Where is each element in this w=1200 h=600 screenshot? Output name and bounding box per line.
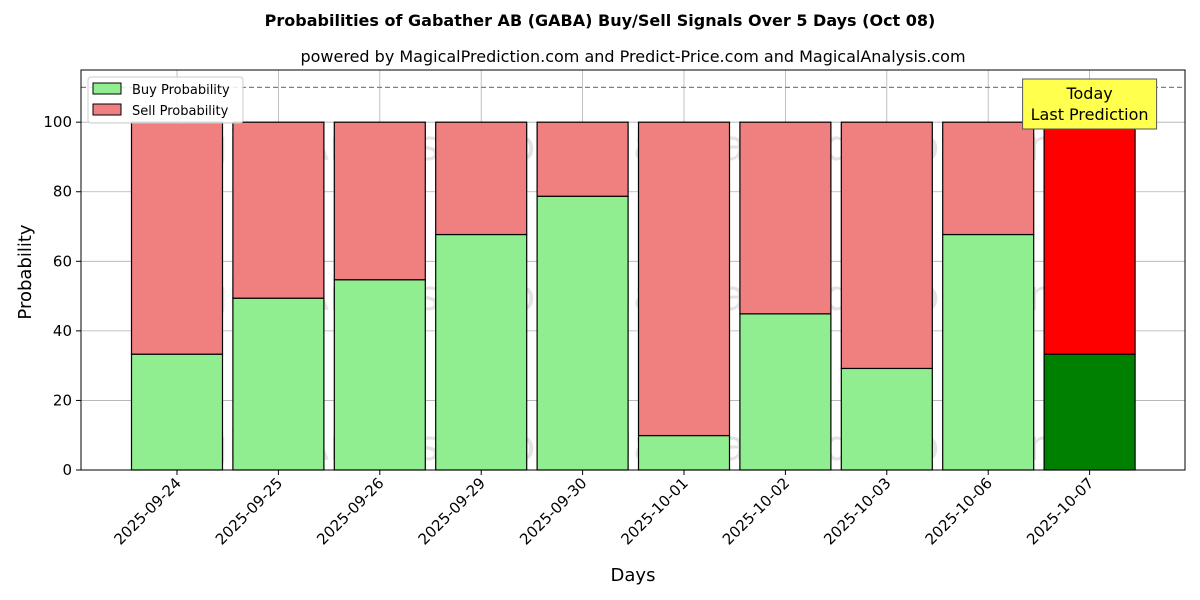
buy-bar: [435, 233, 528, 471]
x-tick-label: 2025-10-01: [617, 474, 691, 548]
sell-bar: [130, 121, 224, 355]
sell-bar: [536, 121, 629, 197]
chart-subtitle: powered by MagicalPrediction.com and Pre…: [300, 47, 965, 66]
sell-bar: [333, 121, 426, 281]
x-axis-label: Days: [611, 565, 656, 586]
buy-bar: [232, 297, 325, 471]
plot-area: MagicalAnalysis.comMagicalPrediction.com…: [43, 69, 1186, 548]
x-tick-label: 2025-10-06: [922, 474, 996, 548]
legend-swatch-sell: [92, 103, 122, 116]
y-tick-label: 60: [53, 252, 72, 270]
x-tick-label: 2025-10-02: [719, 474, 793, 548]
y-tick-label: 100: [43, 113, 72, 131]
x-tick-label: 2025-09-29: [415, 474, 489, 548]
sell-bar: [637, 121, 731, 437]
buy-bar: [1043, 353, 1136, 471]
sell-bar: [739, 121, 832, 315]
x-tick-label: 2025-09-26: [313, 474, 387, 548]
legend-swatch-buy: [92, 82, 122, 95]
chart-title: Probabilities of Gabather AB (GABA) Buy/…: [265, 11, 936, 30]
sell-bar: [435, 121, 528, 236]
annotation-box: [1022, 78, 1158, 130]
x-tick-label: 2025-10-07: [1023, 474, 1097, 548]
buy-bar: [637, 434, 731, 471]
legend-label-sell: Sell Probability: [132, 104, 229, 119]
plot-frame: [80, 69, 1186, 471]
sell-bar: [232, 121, 325, 299]
y-axis-label: Probability: [15, 224, 36, 319]
buy-bar: [840, 367, 933, 471]
x-tick-label: 2025-09-24: [110, 474, 184, 548]
sell-bar: [1043, 121, 1136, 355]
buy-bar: [333, 279, 426, 471]
annotation-line-1: Today: [1065, 84, 1112, 103]
x-tick-label: 2025-09-25: [212, 474, 286, 548]
y-tick-label: 40: [53, 322, 72, 340]
x-tick-label: 2025-09-30: [516, 474, 590, 548]
buy-bar: [536, 195, 629, 471]
buy-bar: [130, 353, 224, 471]
buy-bar: [942, 233, 1035, 471]
y-tick-label: 0: [62, 461, 72, 479]
sell-bar: [942, 121, 1035, 236]
sell-bar: [840, 121, 933, 370]
buy-bar: [739, 313, 832, 471]
annotation-line-2: Last Prediction: [1031, 105, 1149, 124]
legend-box: [87, 76, 244, 124]
y-tick-label: 80: [53, 183, 72, 201]
x-tick-label: 2025-10-03: [820, 474, 894, 548]
y-tick-label: 20: [53, 391, 72, 409]
legend-label-buy: Buy Probability: [132, 83, 230, 98]
